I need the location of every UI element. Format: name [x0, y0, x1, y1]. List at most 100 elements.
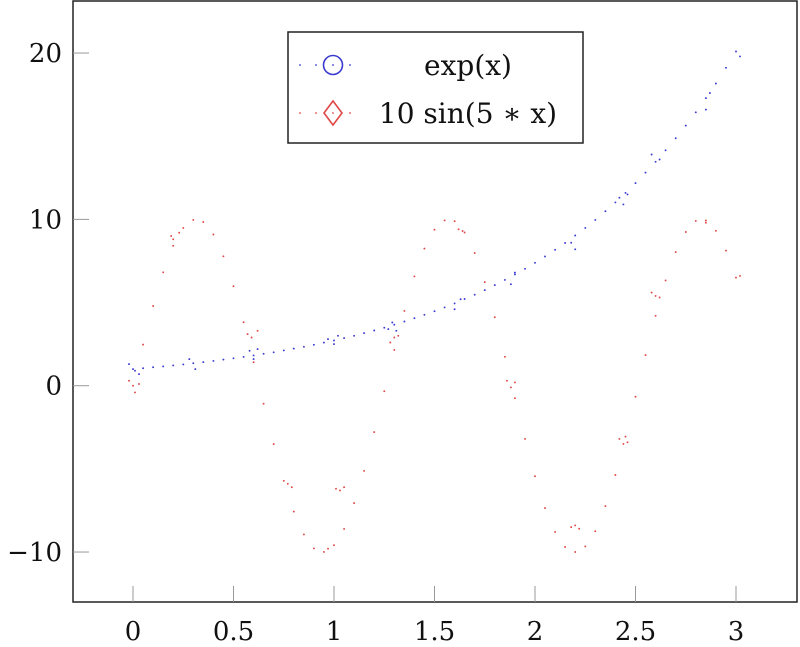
data-point: [473, 293, 476, 296]
x-tick-label: 1: [326, 617, 343, 647]
data-point: [246, 333, 249, 336]
data-point: [212, 233, 215, 236]
data-point: [684, 124, 687, 127]
data-point: [333, 343, 335, 346]
data-point: [626, 193, 629, 196]
diamond-icon: [323, 99, 343, 127]
data-point: [232, 357, 235, 360]
data-point: [389, 341, 392, 344]
data-point: [423, 247, 426, 250]
data-point: [182, 363, 185, 366]
data-point: [194, 368, 197, 371]
data-point: [172, 244, 175, 247]
data-point: [622, 442, 625, 445]
legend-line-sin: [299, 112, 351, 114]
data-point: [327, 547, 329, 550]
data-point: [604, 210, 607, 213]
data-point: [292, 510, 295, 513]
data-point: [570, 241, 573, 244]
data-point: [463, 298, 466, 300]
data-point: [704, 219, 707, 222]
series-exp: [128, 50, 741, 376]
y-tick-label: 0: [45, 372, 62, 402]
data-point: [182, 226, 185, 229]
legend-label-exp: exp(x): [424, 49, 512, 82]
data-point: [335, 487, 337, 490]
data-point: [544, 507, 546, 510]
data-point: [302, 345, 305, 348]
data-point: [658, 158, 661, 161]
data-point: [704, 97, 707, 100]
data-point: [483, 289, 486, 292]
data-point: [192, 362, 195, 365]
legend-box: [287, 31, 584, 144]
data-point: [574, 551, 577, 553]
data-point: [403, 309, 406, 312]
data-points: [128, 50, 741, 553]
data-point: [513, 381, 516, 384]
data-point: [333, 544, 335, 547]
data-point: [188, 358, 191, 361]
y-axis: −10 0 10 20: [7, 39, 89, 568]
data-point: [505, 379, 508, 382]
data-point: [393, 336, 396, 339]
data-point: [222, 255, 225, 258]
y-tick-label: 10: [29, 205, 62, 235]
data-point: [725, 249, 727, 252]
data-point: [618, 437, 621, 440]
data-point: [684, 231, 687, 233]
data-point: [564, 242, 567, 244]
data-point: [574, 234, 577, 237]
data-point: [252, 354, 255, 357]
data-point: [457, 228, 460, 231]
data-point: [248, 349, 251, 352]
data-point: [739, 274, 741, 277]
data-point: [433, 310, 436, 313]
data-point: [584, 226, 587, 229]
data-point: [739, 55, 741, 58]
data-point: [503, 355, 506, 358]
data-point: [714, 82, 717, 85]
data-point: [373, 329, 376, 332]
data-point: [554, 248, 557, 251]
data-point: [252, 361, 255, 364]
data-point: [343, 486, 346, 489]
data-point: [178, 231, 181, 234]
data-point: [232, 285, 235, 288]
data-point: [694, 111, 697, 114]
data-point: [509, 386, 512, 389]
data-point: [162, 271, 165, 274]
data-point: [704, 221, 707, 224]
data-point: [453, 220, 456, 223]
data-point: [272, 443, 275, 446]
data-point: [202, 221, 205, 223]
data-point: [618, 196, 621, 199]
data-point: [172, 364, 175, 367]
data-point: [513, 273, 516, 276]
data-point: [513, 271, 516, 274]
data-point: [343, 527, 346, 530]
data-point: [339, 489, 341, 492]
data-point: [654, 314, 657, 317]
data-point: [594, 218, 597, 221]
data-point: [644, 171, 647, 174]
data-point: [483, 281, 486, 284]
data-point: [594, 530, 597, 533]
data-point: [413, 275, 416, 278]
data-point: [391, 321, 394, 324]
data-point: [333, 339, 335, 342]
data-point: [624, 435, 627, 438]
data-point: [544, 255, 546, 258]
data-point: [524, 437, 526, 440]
x-tick-label: 0: [125, 617, 142, 647]
data-point: [443, 306, 446, 309]
data-point: [423, 313, 426, 316]
data-point: [735, 276, 737, 279]
data-point: [604, 505, 607, 508]
data-point: [363, 332, 366, 335]
data-point: [534, 475, 536, 478]
x-tick-label: 3: [728, 617, 745, 647]
data-point: [128, 379, 130, 382]
data-point: [282, 479, 285, 482]
